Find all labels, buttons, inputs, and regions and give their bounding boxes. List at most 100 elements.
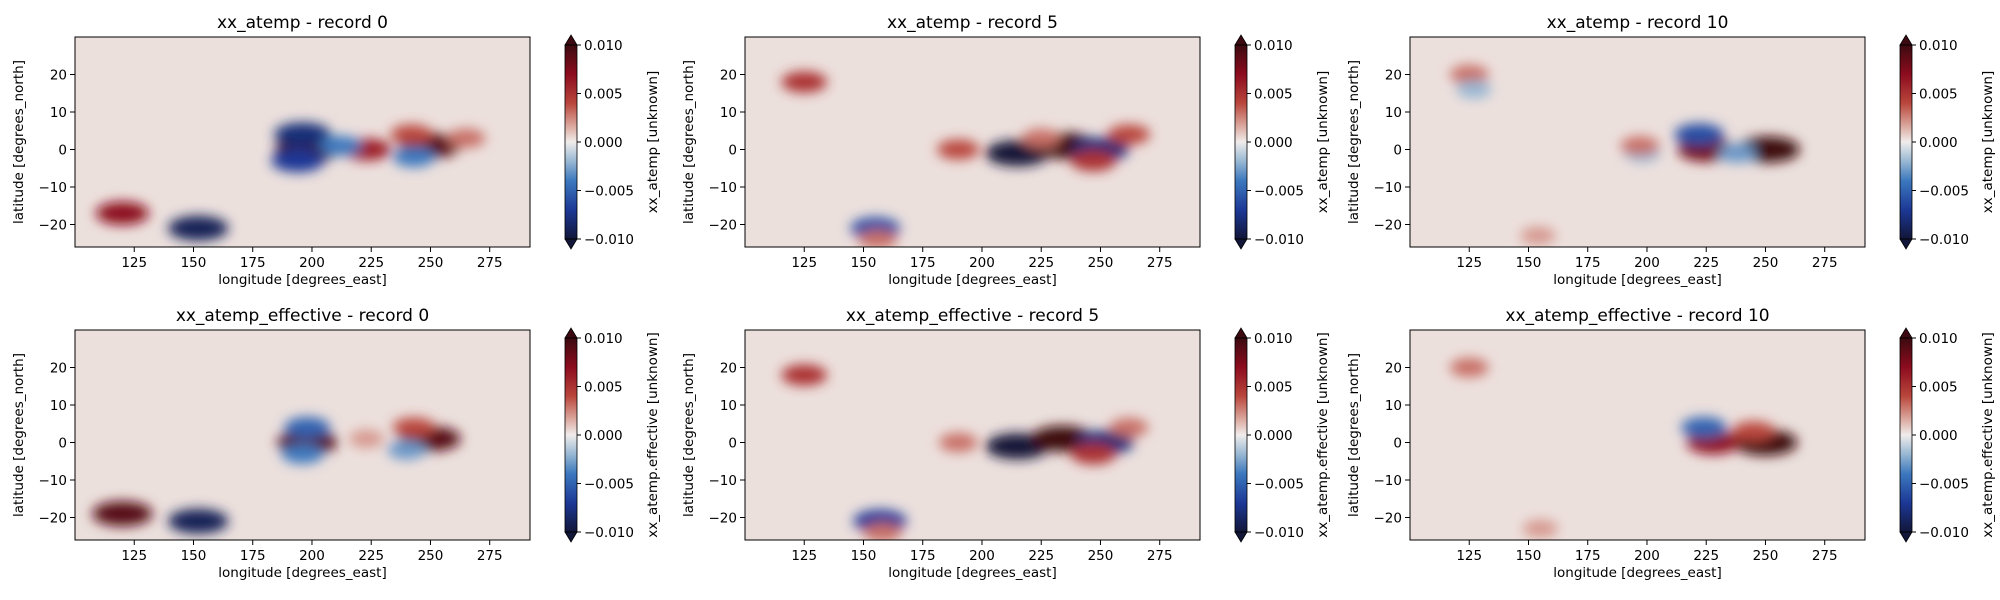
panel-0: 125 150 175 200 225 250 275 −20 −10 0 10 20 xx_atemp… [11, 13, 661, 288]
y-tick-label: 0 [58, 143, 67, 159]
x-tick-label: 175 [1575, 548, 1601, 564]
x-tick-label: 275 [1147, 548, 1173, 564]
colorbar-tick-label: 0.005 [1919, 87, 1958, 103]
y-axis-label: latitude [degrees_north] [11, 353, 27, 517]
anomaly-4 [1021, 128, 1061, 148]
axes-frame [74, 36, 531, 248]
colorbar-extend-max [564, 34, 578, 46]
colorbar-tick-label: 0.000 [1919, 135, 1958, 151]
x-axis-label: longitude [degrees_east] [888, 272, 1056, 288]
chart-title: xx_atemp_effective - record 5 [846, 306, 1099, 326]
x-tick-label: 125 [791, 255, 817, 271]
x-axis-label: longitude [degrees_east] [218, 272, 386, 288]
x-tick-label: 175 [1575, 255, 1601, 271]
x-tick-label: 225 [1028, 548, 1054, 564]
axes-frame [744, 329, 1201, 541]
chart-title: xx_atemp_effective - record 0 [176, 306, 429, 326]
colorbar-extend-max [1234, 34, 1248, 46]
x-tick-label: 200 [1634, 255, 1660, 271]
y-tick-label: −20 [39, 218, 68, 234]
y-axis-label: latitude [degrees_north] [11, 60, 27, 224]
colorbar-gradient [1900, 338, 1912, 532]
colorbar-tick-label: −0.005 [1254, 477, 1304, 493]
anomaly-4 [319, 135, 362, 156]
y-tick-label: −10 [39, 180, 68, 196]
field-anomalies [95, 122, 486, 241]
colorbar-tick-label: 0.010 [1919, 331, 1958, 347]
panel-3: 125 150 175 200 225 250 275 −20 −10 0 10 20 xx_atemp… [11, 306, 661, 581]
panel-4: 125 150 175 200 225 250 275 −20 −10 0 10 20 xx_atemp… [681, 306, 1331, 581]
colorbar: 0.010 0.005 0.000 −0.005 −0.010 xx_atemp [unk… [1899, 34, 1996, 250]
colorbar-label: xx_atemp.effective [unknown] [1315, 332, 1331, 537]
anomaly-5 [387, 440, 427, 460]
colorbar: 0.010 0.005 0.000 −0.005 −0.010 xx_atemp.effe… [1234, 327, 1331, 543]
colorbar-extend-max [564, 327, 578, 339]
x-tick-label: 150 [181, 548, 207, 564]
y-tick-label: 10 [1385, 398, 1402, 414]
x-tick-label: 125 [1456, 255, 1482, 271]
anomaly-3 [1070, 443, 1117, 465]
x-tick-label: 125 [1456, 548, 1482, 564]
y-tick-label: 10 [50, 398, 67, 414]
axes-frame [1409, 329, 1866, 541]
x-tick-label: 175 [910, 255, 936, 271]
colorbar-gradient [1900, 45, 1912, 239]
x-tick-label: 125 [121, 548, 147, 564]
chart-title: xx_atemp - record 0 [217, 13, 388, 33]
colorbar-extend-max [1899, 34, 1913, 46]
colorbar: 0.010 0.005 0.000 −0.005 −0.010 xx_atemp [unk… [1234, 34, 1331, 250]
x-tick-label: 200 [1634, 548, 1660, 564]
x-tick-label: 150 [851, 255, 877, 271]
colorbar-label: xx_atemp [unknown] [1980, 71, 1996, 214]
field-anomalies [92, 417, 461, 534]
x-tick-label: 250 [1088, 548, 1114, 564]
chart-title: xx_atemp - record 10 [1547, 13, 1729, 33]
y-tick-label: 0 [1393, 436, 1402, 452]
colorbar-tick-label: −0.010 [1919, 525, 1969, 541]
colorbar-tick-label: 0.010 [584, 331, 623, 347]
colorbar-tick-label: 0.005 [1254, 380, 1293, 396]
colorbar-tick-label: 0.010 [1254, 331, 1293, 347]
colorbar-tick-label: 0.000 [1254, 135, 1293, 151]
x-tick-label: 200 [299, 255, 325, 271]
panel-2: 125 150 175 200 225 250 275 −20 −10 0 10 20 xx_atemp… [1346, 13, 1996, 288]
anomaly-5 [1522, 519, 1558, 538]
colorbar-tick-label: −0.010 [1254, 232, 1304, 248]
x-tick-label: 275 [477, 548, 503, 564]
y-tick-label: 0 [58, 436, 67, 452]
x-tick-label: 175 [910, 548, 936, 564]
x-tick-label: 175 [240, 255, 266, 271]
chart-title: xx_atemp - record 5 [887, 13, 1058, 33]
anomaly-6 [348, 429, 385, 448]
anomaly-1 [284, 417, 331, 438]
x-tick-label: 250 [418, 255, 444, 271]
y-tick-label: 10 [1385, 105, 1402, 121]
field-anomalies [1449, 358, 1798, 538]
anomaly-9 [858, 230, 898, 247]
anomaly-3 [1717, 143, 1757, 163]
anomaly-7 [781, 71, 828, 93]
anomaly-9 [95, 201, 149, 225]
y-axis-label: latitude [degrees_north] [681, 353, 697, 517]
colorbar-extend-max [1899, 327, 1913, 339]
y-tick-label: −20 [39, 511, 68, 527]
colorbar-gradient [1235, 45, 1247, 239]
axes-frame [1409, 36, 1866, 248]
x-tick-label: 125 [791, 548, 817, 564]
colorbar-label: xx_atemp [unknown] [1315, 71, 1331, 214]
y-tick-label: 0 [728, 436, 737, 452]
x-tick-label: 250 [1088, 255, 1114, 271]
colorbar-extend-min [564, 238, 578, 250]
colorbar-extend-min [1899, 238, 1913, 250]
anomaly-7 [1456, 80, 1492, 99]
x-tick-label: 225 [1693, 548, 1719, 564]
anomaly-7 [392, 147, 436, 167]
x-tick-label: 225 [1028, 255, 1054, 271]
x-tick-label: 275 [477, 255, 503, 271]
x-tick-label: 225 [358, 548, 384, 564]
colorbar: 0.010 0.005 0.000 −0.005 −0.010 xx_atemp.effe… [1899, 327, 1996, 543]
anomaly-4 [1449, 358, 1489, 377]
anomaly-2 [281, 443, 324, 464]
colorbar-label: xx_atemp.effective [unknown] [645, 332, 661, 537]
